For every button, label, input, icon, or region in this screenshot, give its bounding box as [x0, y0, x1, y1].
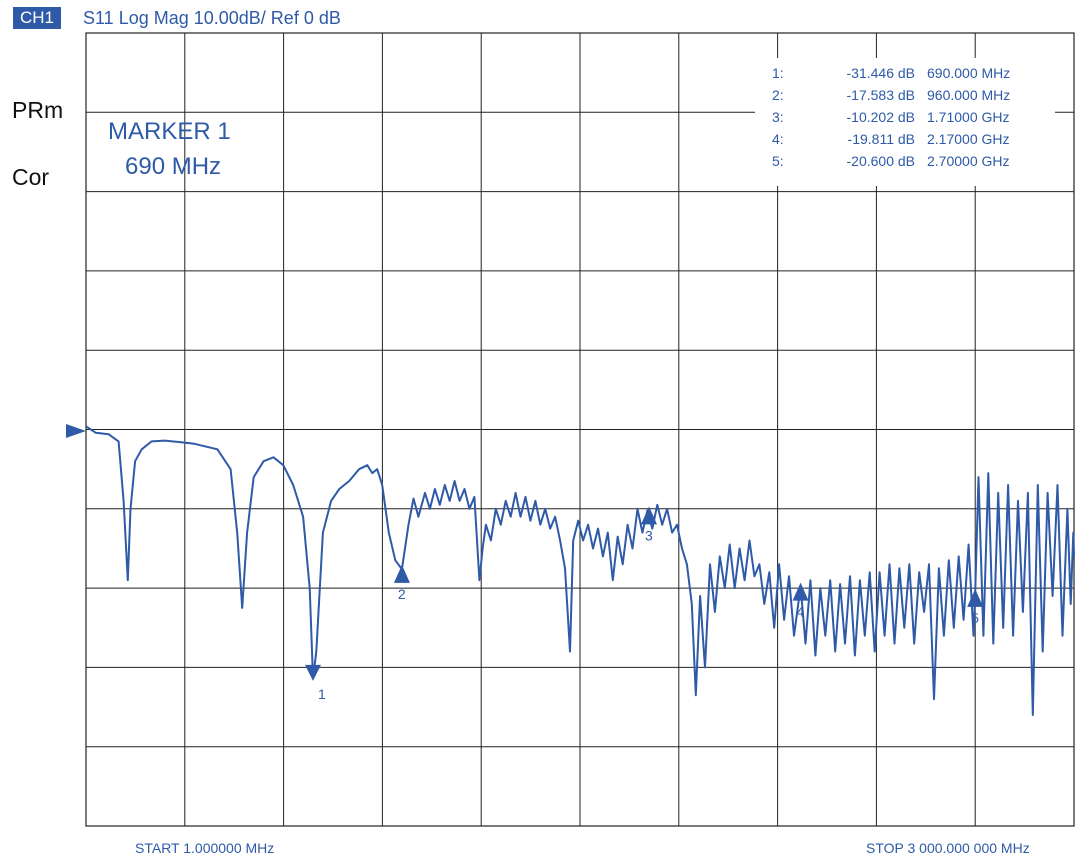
- start-frequency: START 1.000000 MHz: [135, 840, 275, 856]
- marker-1-label: 1: [318, 686, 326, 702]
- channel-badge[interactable]: CH1: [13, 7, 61, 29]
- marker-glyphs: 1 2 3 4 5: [304, 506, 984, 702]
- prm-label: PRm: [12, 97, 64, 123]
- readout-number: 1:: [772, 65, 784, 81]
- readout-frequency: 2.70000 GHz: [927, 153, 1010, 169]
- readout-value: -31.446 dB: [847, 65, 916, 81]
- readout-frequency: 1.71000 GHz: [927, 109, 1010, 125]
- marker-4-label: 4: [797, 604, 805, 620]
- active-marker-label: MARKER 1 690 MHz: [108, 118, 231, 180]
- marker-2-triangle[interactable]: [393, 564, 410, 583]
- readout-frequency: 2.17000 GHz: [927, 131, 1010, 147]
- marker-5-triangle[interactable]: [967, 588, 984, 607]
- readout-number: 3:: [772, 109, 784, 125]
- marker-1-triangle[interactable]: [304, 664, 321, 681]
- reference-level-arrow: [66, 424, 86, 438]
- stop-frequency: STOP 3 000.000 000 MHz: [866, 840, 1030, 856]
- marker-5-label: 5: [971, 610, 979, 626]
- trace-title: S11 Log Mag 10.00dB/ Ref 0 dB: [83, 8, 341, 28]
- readout-background: [755, 58, 1055, 186]
- readout-frequency: 690.000 MHz: [927, 65, 1010, 81]
- readout-number: 4:: [772, 131, 784, 147]
- readout-value: -17.583 dB: [847, 87, 916, 103]
- active-marker-line1: MARKER 1: [108, 118, 231, 145]
- active-marker-line2: 690 MHz: [125, 153, 221, 180]
- cor-label: Cor: [12, 164, 50, 190]
- readout-number: 2:: [772, 87, 784, 103]
- marker-3-triangle[interactable]: [641, 506, 658, 525]
- marker-4-triangle[interactable]: [792, 582, 809, 601]
- readout-value: -19.811 dB: [848, 131, 915, 147]
- marker-2-label: 2: [398, 586, 406, 602]
- marker-3-label: 3: [645, 527, 653, 543]
- readout-frequency: 960.000 MHz: [927, 87, 1010, 103]
- marker-readout-box: 1: -31.446 dB 690.000 MHz 2: -17.583 dB 960.0…: [755, 58, 1055, 186]
- readout-value: -20.600 dB: [847, 153, 916, 169]
- readout-number: 5:: [772, 153, 784, 169]
- readout-value: -10.202 dB: [847, 109, 916, 125]
